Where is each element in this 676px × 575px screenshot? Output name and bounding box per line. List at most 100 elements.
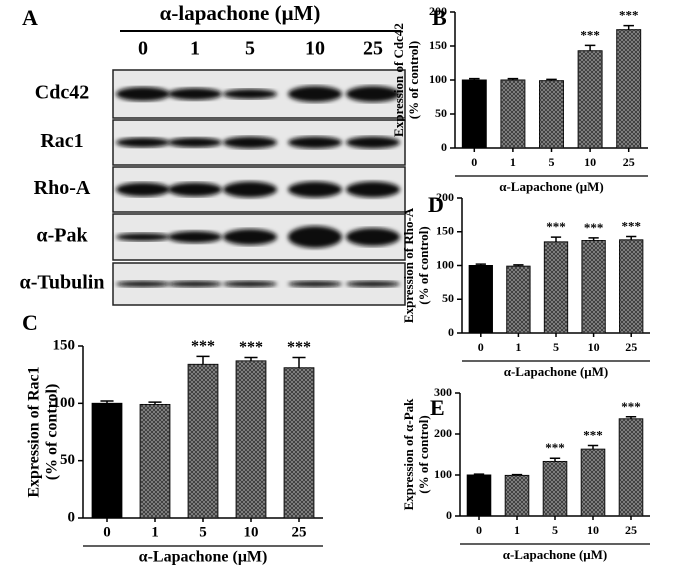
significance-label: *** — [619, 8, 639, 23]
error-bar — [550, 236, 562, 242]
significance-label: *** — [583, 427, 603, 442]
y-tick-label: 0 — [446, 508, 452, 522]
bar-hatch — [236, 360, 266, 518]
blot-band — [116, 281, 170, 287]
y-tick-label: 300 — [434, 385, 452, 399]
bar-hatch — [581, 449, 605, 516]
error-bar — [511, 473, 523, 476]
y-axis-label: (% of control) — [406, 41, 421, 119]
significance-label: *** — [584, 220, 604, 235]
bar — [468, 265, 493, 334]
x-tick-label: 5 — [549, 155, 555, 169]
significance-label: *** — [580, 27, 600, 42]
y-tick-label: 100 — [434, 467, 452, 481]
blot-band — [346, 86, 400, 102]
y-axis-label: Expression of α-Pak — [401, 398, 416, 511]
y-axis-label: Expression of Rac1 — [26, 366, 43, 497]
y-tick-label: 200 — [436, 190, 454, 204]
y-tick-label: 100 — [436, 257, 454, 271]
error-bar — [244, 356, 258, 361]
x-tick-label: 5 — [552, 523, 558, 537]
y-axis-label: Expression of Cdc42 — [391, 23, 406, 137]
y-axis-label: (% of control) — [416, 415, 431, 493]
x-tick-label: 10 — [588, 340, 600, 354]
y-tick-label: 200 — [434, 426, 452, 440]
bar-hatch — [505, 475, 529, 516]
x-tick-label: 10 — [587, 523, 599, 537]
bar-hatch — [543, 461, 567, 516]
bar-hatch — [578, 50, 603, 149]
lane-label: 0 — [138, 38, 148, 60]
row-label: Rac1 — [40, 130, 83, 152]
significance-label: *** — [287, 339, 311, 356]
significance-label: *** — [545, 440, 565, 455]
y-tick-label: 0 — [448, 325, 454, 339]
y-axis-label: (% of control) — [44, 384, 61, 481]
error-bar — [196, 355, 210, 365]
bar-hatch — [539, 80, 564, 148]
row-label: α-Tubulin — [20, 272, 105, 294]
blot-band — [168, 281, 222, 287]
y-tick-label: 150 — [429, 38, 447, 52]
error-bar — [292, 356, 306, 368]
error-bar — [625, 416, 637, 419]
x-tick-label: 1 — [514, 523, 520, 537]
y-tick-label: 100 — [53, 395, 76, 411]
bar-hatch — [284, 367, 314, 518]
significance-label: *** — [239, 339, 263, 356]
error-bar — [584, 44, 596, 51]
y-tick-label: 50 — [435, 106, 447, 120]
bar-hatch — [616, 29, 641, 148]
bar-hatch — [500, 80, 525, 148]
panel-letter: C — [22, 310, 38, 335]
blot-band — [288, 181, 342, 198]
bar-hatch — [619, 418, 643, 516]
lane-label: 25 — [363, 38, 383, 60]
blot-band — [346, 136, 400, 149]
x-tick-label: 0 — [476, 523, 482, 537]
error-bar — [588, 237, 599, 241]
y-tick-label: 150 — [53, 337, 76, 353]
blot-band — [168, 182, 222, 197]
x-axis-label: α-Lapachone (μM) — [503, 547, 608, 562]
bar-hatch — [544, 241, 568, 333]
significance-label: *** — [546, 219, 566, 234]
blot-band — [288, 226, 342, 248]
y-tick-label: 0 — [68, 509, 76, 525]
blot-band — [223, 89, 277, 99]
blot-band — [116, 137, 170, 148]
bar — [461, 79, 487, 149]
error-bar — [473, 473, 485, 475]
y-tick-label: 50 — [442, 291, 454, 305]
y-tick-label: 50 — [60, 452, 75, 468]
lane-label: 1 — [190, 38, 200, 60]
blot-header: α-lapachone (μM) — [160, 1, 321, 25]
x-tick-label: 5 — [553, 340, 559, 354]
error-bar — [549, 457, 561, 462]
blot-band — [288, 136, 342, 149]
blot-band — [346, 228, 400, 246]
significance-label: *** — [621, 399, 641, 414]
bar-hatch — [619, 239, 643, 333]
error-bar — [475, 263, 486, 266]
x-tick-label: 25 — [625, 340, 637, 354]
significance-label: *** — [191, 338, 215, 355]
error-bar — [623, 24, 634, 30]
row-label: Cdc42 — [35, 82, 89, 104]
x-tick-label: 5 — [199, 524, 207, 540]
error-bar — [469, 77, 480, 80]
x-axis-label: α-Lapachone (μM) — [139, 549, 268, 566]
x-tick-label: 10 — [244, 524, 259, 540]
panel-letter: D — [428, 192, 444, 217]
lane-label: 10 — [305, 38, 325, 60]
x-axis-label: α-Lapachone (μM) — [499, 179, 604, 194]
error-bar — [546, 78, 557, 81]
x-tick-label: 25 — [625, 523, 637, 537]
y-tick-label: 0 — [441, 140, 447, 154]
row-label: Rho-A — [34, 177, 91, 199]
x-tick-label: 1 — [515, 340, 521, 354]
bar — [466, 474, 492, 517]
blot-band — [168, 88, 222, 100]
blot-band — [288, 86, 342, 102]
